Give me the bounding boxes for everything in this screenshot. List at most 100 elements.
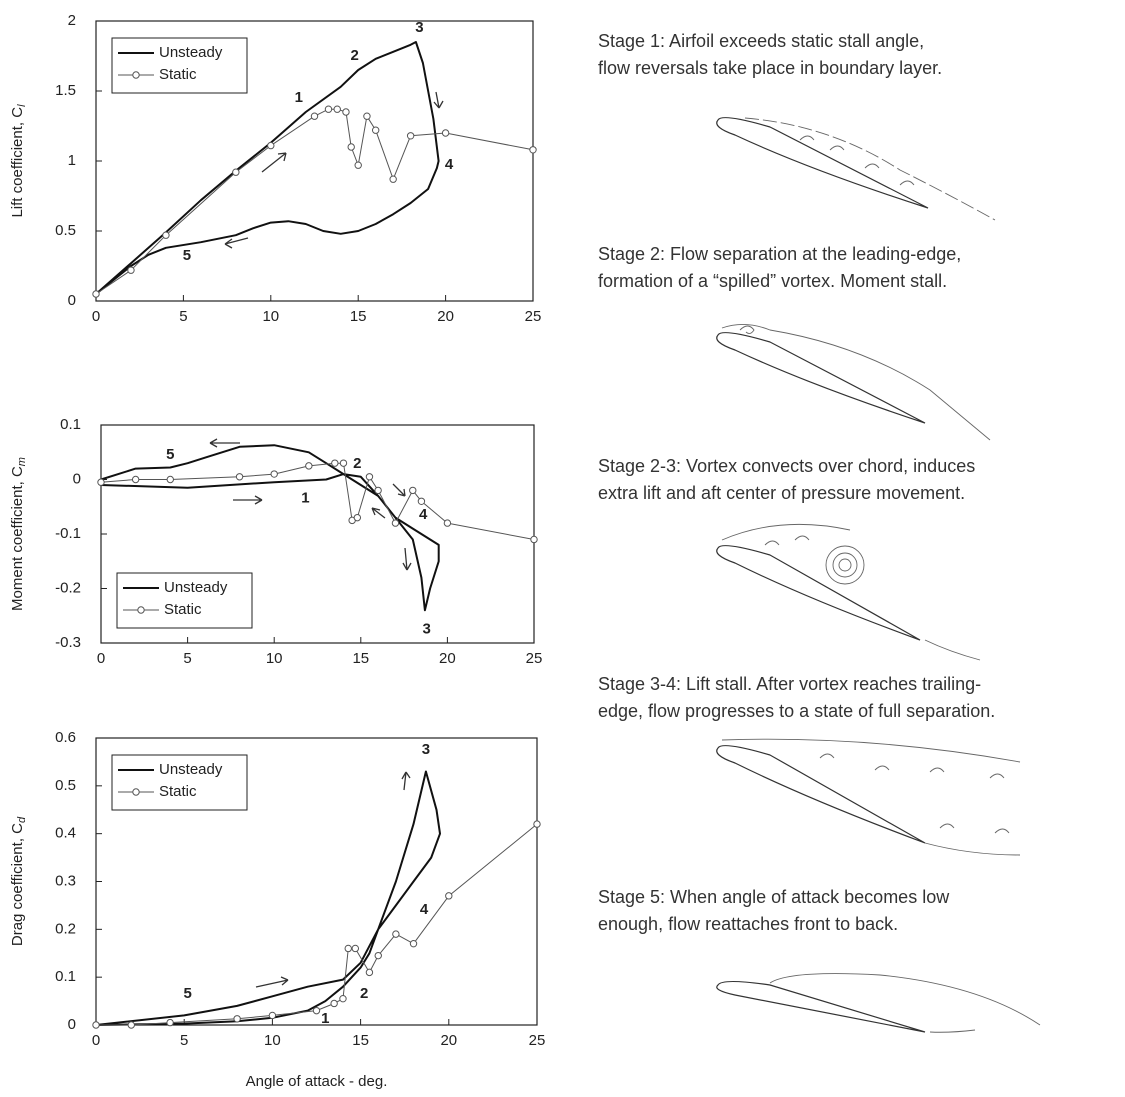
data-point xyxy=(339,459,348,467)
x-tick-label: 5 xyxy=(183,650,191,667)
data-point xyxy=(267,141,275,150)
data-point xyxy=(312,1006,321,1015)
x-tick-label: 20 xyxy=(439,650,456,667)
legend-marker xyxy=(137,606,145,614)
y-tick-label: 0.2 xyxy=(55,920,76,937)
annotation: 2 xyxy=(351,47,359,64)
data-point xyxy=(324,105,333,113)
annotation: 3 xyxy=(422,741,430,758)
x-tick-label: 20 xyxy=(437,308,454,325)
data-point xyxy=(92,290,100,298)
annotation: 1 xyxy=(321,1010,329,1027)
airfoil-sketch-5 xyxy=(716,973,1041,1033)
legend-label: Static xyxy=(159,66,197,83)
series-line xyxy=(100,462,535,540)
annotation: 3 xyxy=(422,620,430,637)
data-point xyxy=(391,519,400,527)
x-tick-label: 15 xyxy=(352,650,369,667)
data-point xyxy=(268,1011,277,1020)
legend-box xyxy=(111,37,248,94)
x-tick-label: 15 xyxy=(350,308,367,325)
data-point xyxy=(310,112,319,120)
airfoil-sketch-4 xyxy=(716,738,1021,856)
data-point xyxy=(354,161,362,169)
y-tick-label: 0.1 xyxy=(55,968,76,985)
data-point xyxy=(409,486,417,495)
series-line xyxy=(95,108,534,295)
y-tick-label: 1 xyxy=(68,152,76,169)
series-line xyxy=(96,823,538,1026)
data-point xyxy=(344,944,352,953)
airfoil-sketch-1 xyxy=(716,117,996,221)
x-tick-label: 5 xyxy=(180,1032,188,1049)
data-point xyxy=(441,129,450,137)
y-tick-label: 1.5 xyxy=(55,82,76,99)
data-point xyxy=(232,168,240,176)
data-point xyxy=(445,892,453,900)
y-tick-label: -0.2 xyxy=(55,579,81,596)
y-axis-label-sub: d xyxy=(16,816,28,823)
annotation: 5 xyxy=(184,985,192,1002)
data-point xyxy=(233,1015,241,1023)
stage-text: Stage 2: Flow separation at the leading-… xyxy=(598,244,961,264)
stage-text: Stage 5: When angle of attack becomes lo… xyxy=(598,887,950,907)
legend-box xyxy=(111,754,248,811)
data-point xyxy=(166,1018,174,1027)
data-point xyxy=(371,126,380,134)
legend-label: Static xyxy=(164,601,202,618)
x-tick-label: 0 xyxy=(92,308,100,325)
data-point xyxy=(339,994,347,1003)
y-tick-label: 0.1 xyxy=(60,416,81,433)
data-point xyxy=(529,146,537,154)
y-tick-label: -0.1 xyxy=(55,525,81,542)
legend-label: Unsteady xyxy=(159,761,223,778)
data-point xyxy=(374,951,382,960)
airfoil-sketch-2 xyxy=(716,324,991,441)
data-point xyxy=(347,143,355,151)
y-axis-label-main: Lift coefficient, C xyxy=(9,107,26,218)
x-tick-label: 25 xyxy=(529,1032,546,1049)
data-point xyxy=(333,105,341,113)
y-tick-label: -0.3 xyxy=(55,634,81,651)
data-point xyxy=(365,473,374,481)
x-tick-label: 20 xyxy=(440,1032,457,1049)
y-tick-label: 2 xyxy=(68,12,76,29)
series-line xyxy=(100,444,440,612)
y-axis-label: Drag coefficient, Cd xyxy=(9,816,28,946)
annotation: 5 xyxy=(183,247,191,264)
stage-text: enough, flow reattaches front to back. xyxy=(598,914,898,934)
data-point xyxy=(166,475,174,484)
x-tick-label: 10 xyxy=(264,1032,281,1049)
legend-label: Unsteady xyxy=(159,44,223,61)
y-axis-label-sub: m xyxy=(16,457,28,466)
direction-arrows xyxy=(209,91,444,988)
x-axis-label: Angle of attack - deg. xyxy=(246,1073,388,1090)
data-point xyxy=(353,513,362,522)
stage-text: extra lift and aft center of pressure mo… xyxy=(598,483,965,503)
data-point xyxy=(363,112,371,120)
data-point xyxy=(409,939,418,948)
x-tick-label: 15 xyxy=(352,1032,369,1049)
annotation: 1 xyxy=(301,490,309,507)
y-tick-label: 0.4 xyxy=(55,825,76,842)
data-point xyxy=(162,231,170,239)
y-tick-label: 0.5 xyxy=(55,222,76,239)
legend-marker xyxy=(132,71,140,79)
x-tick-label: 25 xyxy=(525,308,542,325)
annotation: 5 xyxy=(166,446,174,463)
series-line xyxy=(95,770,441,1026)
stage-text: Stage 3-4: Lift stall. After vortex reac… xyxy=(598,674,981,694)
data-point xyxy=(331,459,339,467)
legend-label: Unsteady xyxy=(164,579,228,596)
annotation: 3 xyxy=(415,19,423,36)
y-axis-label-main: Moment coefficient, C xyxy=(9,466,26,611)
y-tick-label: 0 xyxy=(68,1016,76,1033)
annotation: 2 xyxy=(353,455,361,472)
y-tick-label: 0.6 xyxy=(55,729,76,746)
x-tick-label: 0 xyxy=(92,1032,100,1049)
data-point xyxy=(92,1021,100,1029)
series-line xyxy=(95,41,440,295)
airfoil-sketch-3 xyxy=(716,523,981,661)
data-point xyxy=(365,968,374,977)
